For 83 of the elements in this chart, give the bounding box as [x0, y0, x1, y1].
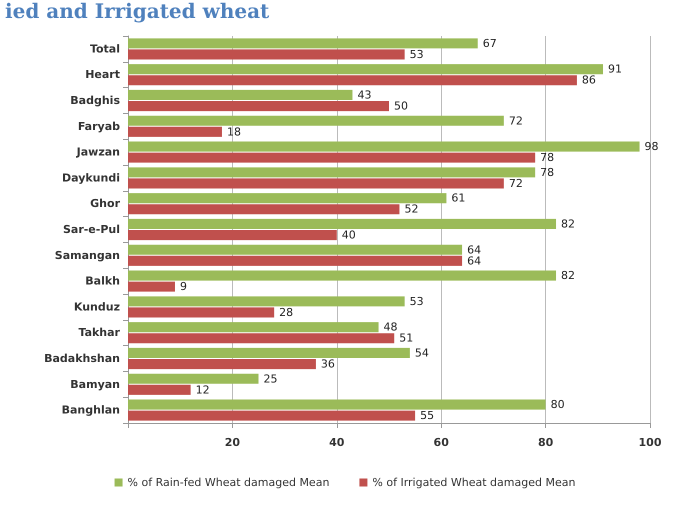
bar: [128, 142, 640, 152]
data-label: 64: [467, 254, 482, 268]
data-label: 12: [196, 383, 210, 396]
bar: [128, 270, 556, 281]
bar: [128, 410, 416, 421]
data-label: 54: [414, 346, 429, 360]
x-tick-label: 40: [329, 436, 345, 449]
bar: [128, 348, 410, 358]
bar: [128, 152, 536, 163]
data-label: 18: [226, 125, 241, 138]
data-label: 55: [420, 409, 434, 422]
y-tick-label: Sar-e-Pul: [62, 223, 120, 236]
x-tick-label: 80: [538, 436, 554, 449]
data-label: 78: [540, 166, 554, 179]
data-label: 82: [561, 217, 576, 230]
data-label: 78: [540, 151, 554, 164]
data-label: 91: [608, 62, 622, 76]
data-label: 67: [482, 36, 497, 50]
data-label: 64: [467, 243, 482, 256]
legend-label: % of Irrigated Wheat damaged Mean: [372, 476, 576, 489]
data-label: 40: [342, 228, 356, 242]
bar: [128, 333, 394, 344]
data-label: 25: [264, 372, 278, 386]
bar: [128, 374, 258, 384]
data-label: 43: [357, 88, 372, 102]
bar: [128, 101, 389, 112]
bar: [128, 244, 462, 255]
data-label: 53: [410, 48, 424, 61]
data-label: 53: [410, 294, 424, 308]
data-label: 52: [404, 202, 418, 216]
y-tick-label: Jawzan: [76, 146, 120, 159]
data-label: 82: [561, 269, 576, 282]
bar: [128, 193, 446, 204]
bar: [128, 307, 274, 318]
x-tick-label: 60: [434, 436, 450, 449]
y-tick-label: Heart: [85, 68, 120, 82]
bar: [128, 282, 175, 292]
bar: [128, 116, 504, 126]
bar: [128, 230, 337, 240]
y-tick-label: Balkh: [85, 274, 120, 288]
bar: [128, 49, 405, 60]
y-tick-label: Bamyan: [70, 378, 120, 391]
y-tick-label: Total: [90, 42, 120, 56]
bar: [128, 75, 577, 86]
y-tick-label: Daykundi: [62, 171, 120, 184]
data-label: 36: [320, 358, 335, 371]
y-tick-label: Kunduz: [74, 300, 120, 314]
bar: [128, 256, 462, 266]
data-label: 98: [644, 140, 659, 154]
y-tick-label: Badakhshan: [44, 352, 120, 365]
y-tick-label: Banghlan: [62, 404, 120, 417]
bar: [128, 384, 191, 395]
bar: [128, 204, 400, 214]
x-tick-label: 100: [638, 436, 662, 449]
bar: [128, 296, 405, 306]
data-label: 51: [399, 332, 414, 345]
data-label: 28: [279, 306, 294, 319]
data-label: 61: [451, 192, 466, 205]
bar: [128, 400, 546, 410]
y-tick-label: Ghor: [90, 197, 121, 210]
bar: [128, 64, 604, 74]
data-label: 9: [180, 280, 187, 294]
bar: [128, 218, 556, 229]
data-label: 86: [582, 74, 596, 87]
bar: [128, 178, 504, 188]
data-label: 48: [384, 320, 398, 334]
bar: [128, 359, 316, 370]
x-tick-label: 20: [224, 436, 240, 449]
bar: [128, 126, 222, 137]
y-tick-label: Faryab: [78, 120, 120, 133]
chart-title: ied and Irrigated wheat: [5, 0, 270, 23]
y-tick-label: Samangan: [54, 248, 120, 262]
data-label: 50: [394, 100, 408, 113]
y-tick-label: Badghis: [70, 94, 120, 107]
bar: [128, 322, 379, 332]
legend-label: % of Rain-fed Wheat damaged Mean: [128, 476, 330, 489]
bar: [128, 90, 352, 100]
bar: [128, 38, 478, 48]
bar: [128, 167, 536, 178]
data-label: 72: [508, 114, 523, 128]
y-tick-label: Takhar: [78, 326, 121, 340]
data-label: 72: [508, 176, 523, 190]
data-label: 80: [550, 398, 565, 412]
